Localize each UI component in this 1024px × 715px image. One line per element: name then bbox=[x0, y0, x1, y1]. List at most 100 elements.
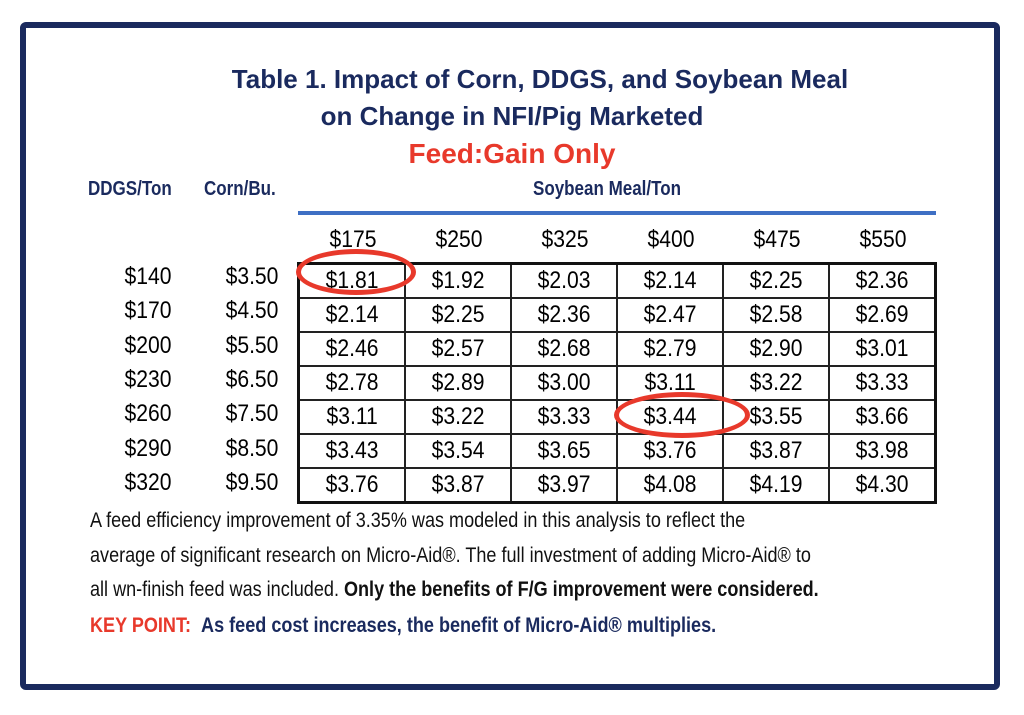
column-header: $475 bbox=[753, 226, 801, 253]
cell-value: $2.25 bbox=[749, 267, 803, 294]
corn-label: $6.50 bbox=[225, 365, 279, 393]
cell-value: $2.47 bbox=[643, 301, 697, 328]
table-cell: $3.11 bbox=[297, 399, 406, 435]
table-row: $2.14 $2.25 $2.36 $2.47 $2.58 $2.69 bbox=[297, 297, 937, 333]
key-point-label: KEY POINT: bbox=[90, 614, 192, 637]
cell-value: $3.87 bbox=[431, 471, 485, 498]
table-cell: $2.78 bbox=[297, 365, 406, 401]
table-row: $3.76 $3.87 $3.97 $4.08 $4.19 $4.30 bbox=[297, 467, 937, 504]
cell-value: $3.11 bbox=[326, 403, 378, 430]
cell-value: $3.66 bbox=[855, 403, 909, 430]
ddgs-label: $200 bbox=[124, 331, 172, 359]
cell-value: $2.68 bbox=[537, 335, 591, 362]
table-title-line2: on Change in NFI/Pig Marketed bbox=[320, 101, 704, 131]
table-cell: $4.19 bbox=[722, 467, 830, 504]
cell-value: $3.55 bbox=[749, 403, 803, 430]
cell-value: $2.46 bbox=[325, 335, 379, 362]
ddgs-label: $260 bbox=[124, 400, 172, 428]
cell-value: $2.90 bbox=[749, 335, 803, 362]
table-cell: $2.25 bbox=[722, 262, 830, 299]
cell-value: $4.30 bbox=[855, 471, 909, 498]
cell-value: $3.87 bbox=[749, 437, 803, 464]
note-line: all wn-finish feed was included. Only th… bbox=[90, 578, 819, 602]
cell-value: $3.97 bbox=[537, 471, 591, 498]
corn-label: $7.50 bbox=[225, 400, 279, 428]
note-bold-text: Only the benefits of F/G improvement wer… bbox=[343, 578, 819, 601]
table-cell: $2.46 bbox=[297, 331, 406, 367]
table-cell: $2.14 bbox=[297, 297, 406, 333]
ddgs-label: $140 bbox=[124, 263, 172, 290]
table-cell: $2.68 bbox=[510, 331, 618, 367]
table-cell: $3.76 bbox=[616, 433, 724, 469]
table-cell: $2.25 bbox=[404, 297, 512, 333]
key-point: KEY POINT: As feed cost increases, the b… bbox=[90, 614, 716, 638]
table-row: $2.46 $2.57 $2.68 $2.79 $2.90 $3.01 bbox=[297, 331, 937, 367]
corn-label: $8.50 bbox=[225, 434, 279, 462]
header-rule bbox=[298, 211, 936, 215]
table-cell: $3.66 bbox=[828, 399, 937, 435]
table-cell: $4.30 bbox=[828, 467, 937, 504]
cell-value: $2.25 bbox=[431, 301, 485, 328]
table-cell: $3.87 bbox=[404, 467, 512, 504]
ddgs-label: $320 bbox=[124, 468, 172, 496]
cell-value: $2.58 bbox=[749, 301, 803, 328]
table-cell: $3.43 bbox=[297, 433, 406, 469]
cell-value: $3.01 bbox=[855, 335, 909, 362]
table-cell: $2.36 bbox=[828, 262, 937, 299]
cell-value: $2.36 bbox=[537, 301, 591, 328]
table-cell: $2.89 bbox=[404, 365, 512, 401]
note-text: all wn-finish feed was included. bbox=[90, 578, 344, 601]
cell-value: $2.57 bbox=[431, 335, 485, 362]
note-line: A feed efficiency improvement of 3.35% w… bbox=[90, 509, 746, 532]
table-cell: $3.33 bbox=[828, 365, 937, 401]
cell-value: $3.33 bbox=[537, 403, 591, 430]
table-cell: $2.57 bbox=[404, 331, 512, 367]
cell-value: $2.78 bbox=[325, 369, 379, 396]
table-cell: $4.08 bbox=[616, 467, 724, 504]
cell-value: $3.00 bbox=[537, 369, 591, 396]
cell-value: $2.14 bbox=[325, 301, 379, 328]
table-cell: $2.90 bbox=[722, 331, 830, 367]
cell-value: $4.08 bbox=[643, 471, 697, 498]
soybean-meal-header: Soybean Meal/Ton bbox=[533, 178, 681, 200]
cell-value: $3.22 bbox=[431, 403, 485, 430]
cell-value: $3.22 bbox=[749, 369, 803, 396]
ddgs-label: $230 bbox=[124, 365, 172, 393]
cell-value: $1.92 bbox=[431, 267, 485, 294]
highlight-circle bbox=[614, 392, 750, 438]
ddgs-header: DDGS/Ton bbox=[88, 178, 172, 200]
table-cell: $3.22 bbox=[722, 365, 830, 401]
corn-label: $4.50 bbox=[225, 297, 279, 325]
cell-value: $3.76 bbox=[643, 437, 697, 464]
column-header: $550 bbox=[859, 226, 907, 253]
data-table: $1.81 $1.92 $2.03 $2.14 $2.25 $2.36 $2.14 $2.25… bbox=[297, 262, 937, 504]
cell-value: $2.89 bbox=[431, 369, 485, 396]
column-header: $400 bbox=[647, 226, 695, 253]
corn-label: $3.50 bbox=[225, 263, 279, 290]
table-cell: $2.03 bbox=[510, 262, 618, 299]
cell-value: $2.79 bbox=[643, 335, 697, 362]
table-cell: $3.97 bbox=[510, 467, 618, 504]
corn-label: $5.50 bbox=[225, 331, 279, 359]
cell-value: $3.33 bbox=[855, 369, 909, 396]
ddgs-label: $170 bbox=[124, 297, 172, 325]
table-subtitle: Feed:Gain Only bbox=[408, 138, 616, 169]
cell-value: $3.43 bbox=[325, 437, 379, 464]
highlight-circle bbox=[296, 249, 416, 295]
cell-value: $4.19 bbox=[749, 471, 803, 498]
table-cell: $2.79 bbox=[616, 331, 724, 367]
cell-value: $2.36 bbox=[855, 267, 909, 294]
table-cell: $2.58 bbox=[722, 297, 830, 333]
cell-value: $2.03 bbox=[537, 267, 591, 294]
table-cell: $3.00 bbox=[510, 365, 618, 401]
key-point-text: As feed cost increases, the benefit of M… bbox=[201, 614, 717, 637]
table-cell: $2.47 bbox=[616, 297, 724, 333]
table-cell: $2.14 bbox=[616, 262, 724, 299]
table-cell: $3.87 bbox=[722, 433, 830, 469]
table-cell: $1.92 bbox=[404, 262, 512, 299]
corn-header: Corn/Bu. bbox=[204, 178, 276, 200]
outer-frame bbox=[20, 22, 1000, 690]
table-cell: $2.36 bbox=[510, 297, 618, 333]
table-row: $2.78 $2.89 $3.00 $3.11 $3.22 $3.33 bbox=[297, 365, 937, 401]
table-cell: $3.54 bbox=[404, 433, 512, 469]
